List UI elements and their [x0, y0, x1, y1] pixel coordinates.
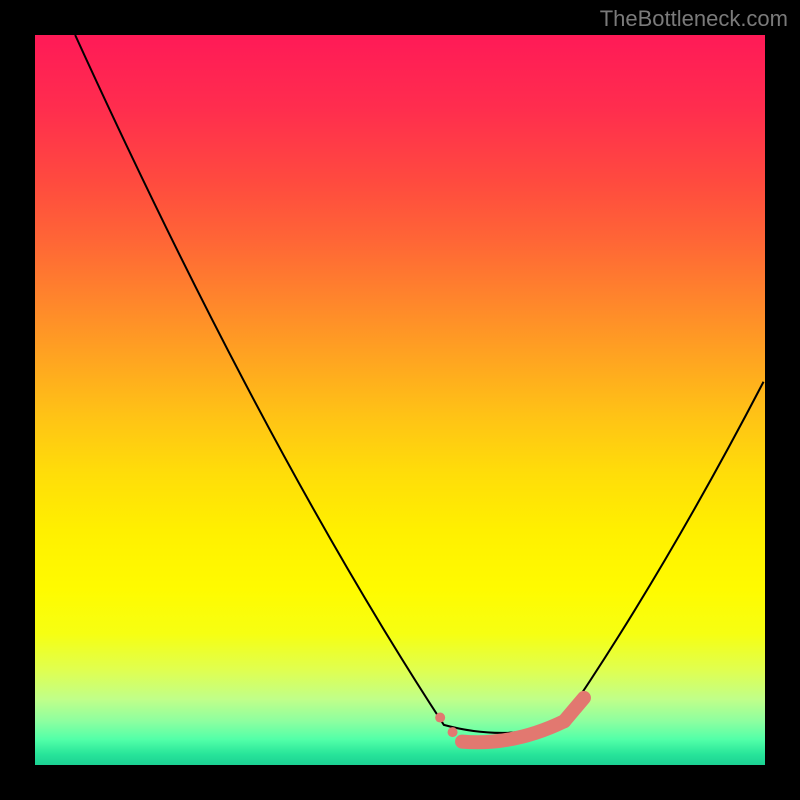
marker-dot-1 [448, 727, 458, 737]
chart-svg [35, 35, 765, 765]
watermark-text: TheBottleneck.com [600, 6, 788, 32]
plot-area [35, 35, 765, 765]
marker-dot-0 [435, 713, 445, 723]
chart-container: TheBottleneck.com [0, 0, 800, 800]
